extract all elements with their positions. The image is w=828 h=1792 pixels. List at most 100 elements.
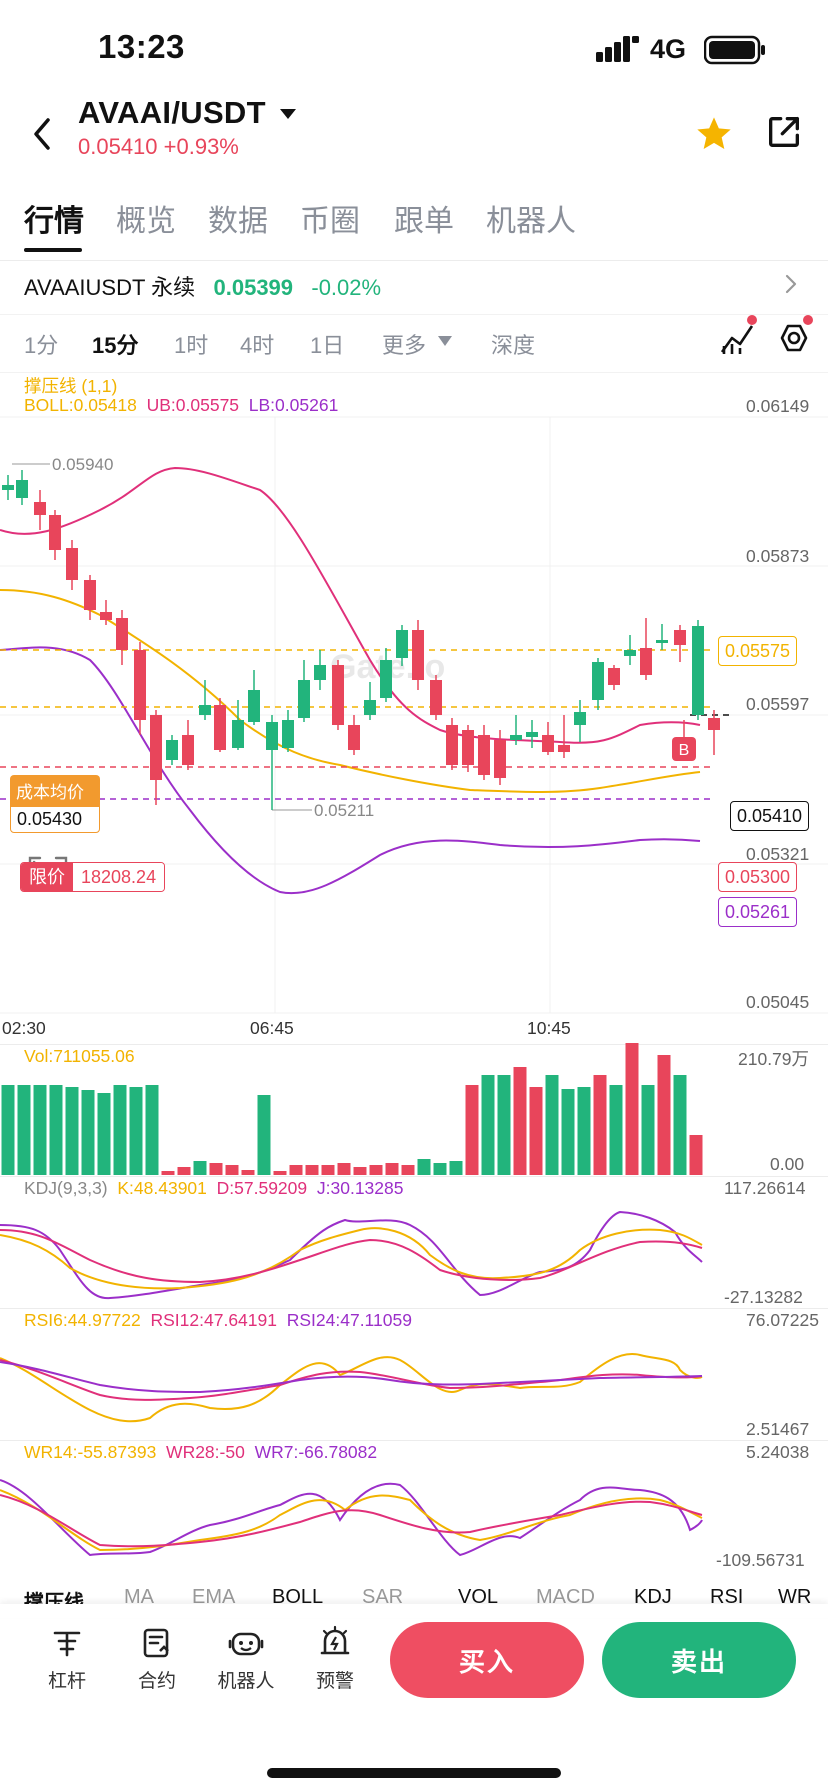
high-marker-label: 0.05940 (52, 455, 113, 474)
perpetual-row[interactable]: AVAAIUSDT 永续 0.05399 -0.02% (24, 270, 381, 302)
perpetual-change: -0.02% (311, 275, 382, 300)
robot-label[interactable]: 机器人 (217, 1671, 275, 1692)
interval-1d[interactable]: 1日 (310, 333, 345, 358)
ind-tab-ema[interactable]: EMA (192, 1586, 236, 1608)
tab-market[interactable]: 行情 (24, 205, 84, 238)
wr-values: WR14:-55.87393 WR28:-50 WR7:-66.78082 (24, 1442, 377, 1463)
volume-bar (33, 1085, 47, 1175)
indicator-settings-icon[interactable] (718, 314, 758, 358)
tab-copy-trade[interactable]: 跟单 (394, 205, 454, 238)
limit-price-tag: 0.05300 (718, 862, 798, 892)
candle-body (478, 735, 490, 775)
wr-chart (0, 1479, 703, 1557)
volume-bar (161, 1171, 175, 1175)
cost-avg-box[interactable]: 成本均价 0.05430 (10, 775, 100, 833)
interval-4h[interactable]: 4时 (240, 333, 275, 358)
interval-15m[interactable]: 15分 (92, 333, 139, 358)
candle-body (640, 648, 652, 675)
volume-chart (1, 1043, 703, 1175)
share-icon[interactable] (764, 112, 804, 152)
kdj-name: KDJ(9,3,3) (24, 1178, 108, 1198)
back-button[interactable] (28, 114, 58, 154)
chart-settings-icon[interactable] (770, 312, 818, 358)
alert-icon[interactable] (318, 1625, 352, 1659)
interval-1h[interactable]: 1时 (174, 333, 209, 358)
rsi-max: 76.07225 (746, 1310, 819, 1330)
volume-bar (321, 1165, 335, 1175)
kdj-max: 117.26614 (724, 1178, 806, 1198)
candle-body (396, 630, 408, 658)
active-tab-indicator (24, 248, 82, 252)
candle-body (510, 735, 522, 740)
ind-tab-macd[interactable]: MACD (536, 1586, 595, 1608)
interval-bar: 1分 15分 1时 4时 1日 更多 深度 (0, 328, 828, 360)
tab-overview[interactable]: 概览 (116, 205, 176, 238)
ind-tab-wr[interactable]: WR (778, 1586, 812, 1608)
volume-bar (17, 1085, 31, 1175)
rsi-min: 2.51467 (746, 1419, 810, 1439)
price-change: 0.05410 +0.93% (78, 134, 239, 159)
volume-bar (49, 1085, 63, 1175)
volume-bar (241, 1170, 255, 1175)
ind-tab-kdj[interactable]: KDJ (634, 1586, 672, 1608)
ind-tab-vol[interactable]: VOL (458, 1586, 499, 1608)
interval-1m[interactable]: 1分 (24, 333, 59, 358)
candle-body (282, 720, 294, 748)
wr14-value: WR14:-55.87393 (24, 1442, 157, 1462)
more-dropdown-icon[interactable] (436, 333, 454, 349)
network-type: 4G (650, 34, 687, 64)
bottom-bar-shadow (0, 1604, 828, 1618)
contract-label[interactable]: 合约 (137, 1671, 176, 1692)
cost-avg-value: 0.05430 (10, 806, 100, 833)
candle-body (608, 668, 620, 685)
chevron-right-icon[interactable] (782, 272, 800, 296)
volume-bar (609, 1085, 623, 1175)
ind-tab-boll[interactable]: BOLL (272, 1586, 324, 1608)
buy-button[interactable]: 买入 (390, 1622, 584, 1698)
battery-icon (703, 35, 768, 65)
sell-button[interactable]: 卖出 (602, 1622, 796, 1698)
volume-bar (97, 1093, 111, 1175)
favorite-star-icon[interactable] (694, 114, 734, 154)
candle-body (656, 640, 668, 643)
volume-bar (193, 1161, 207, 1175)
volume-bar (353, 1167, 367, 1175)
volume-bar (113, 1085, 127, 1175)
boll-lower-line (0, 646, 701, 895)
alert-label[interactable]: 预警 (315, 1671, 354, 1692)
interval-more[interactable]: 更多 (382, 333, 427, 358)
tabs-divider (0, 260, 828, 261)
candle-body (84, 580, 96, 610)
wr28-value: WR28:-50 (166, 1442, 245, 1462)
ind-tab-rsi[interactable]: RSI (710, 1586, 744, 1608)
contract-icon[interactable] (140, 1627, 174, 1659)
ind-tab-sar[interactable]: SAR (362, 1586, 404, 1608)
volume-bar (401, 1165, 415, 1175)
home-indicator[interactable] (267, 1768, 561, 1778)
status-bar: 13:23 4G (0, 0, 828, 100)
tab-data[interactable]: 数据 (208, 205, 268, 238)
limit-order-box[interactable]: 限价 18208.24 (20, 862, 166, 892)
candle-body (214, 705, 226, 750)
volume-bar (369, 1165, 383, 1175)
candle-body (364, 700, 376, 715)
buy-marker[interactable] (672, 737, 696, 761)
volume-bar (337, 1163, 351, 1175)
candle-body (298, 680, 310, 718)
tab-community[interactable]: 币圈 (300, 205, 360, 238)
kdj-chart (0, 1210, 703, 1300)
leverage-label[interactable]: 杠杆 (47, 1671, 86, 1692)
volume-bar (129, 1087, 143, 1175)
volume-bar (641, 1085, 655, 1175)
robot-icon[interactable] (228, 1627, 264, 1659)
interval-depth[interactable]: 深度 (491, 333, 536, 358)
ind-tab-ma[interactable]: MA (124, 1586, 154, 1608)
candlestick-chart[interactable]: Gate.io 0.05940 0.05211 B (0, 380, 828, 1020)
pair-dropdown-icon[interactable] (278, 106, 298, 122)
volume-bar (657, 1055, 671, 1175)
pair-title[interactable]: AVAAI/USDT (78, 95, 266, 130)
boll-ub-value: UB:0.05575 (146, 395, 240, 415)
candle-body (708, 718, 720, 730)
tab-robot[interactable]: 机器人 (486, 205, 576, 238)
leverage-icon[interactable] (50, 1627, 84, 1659)
